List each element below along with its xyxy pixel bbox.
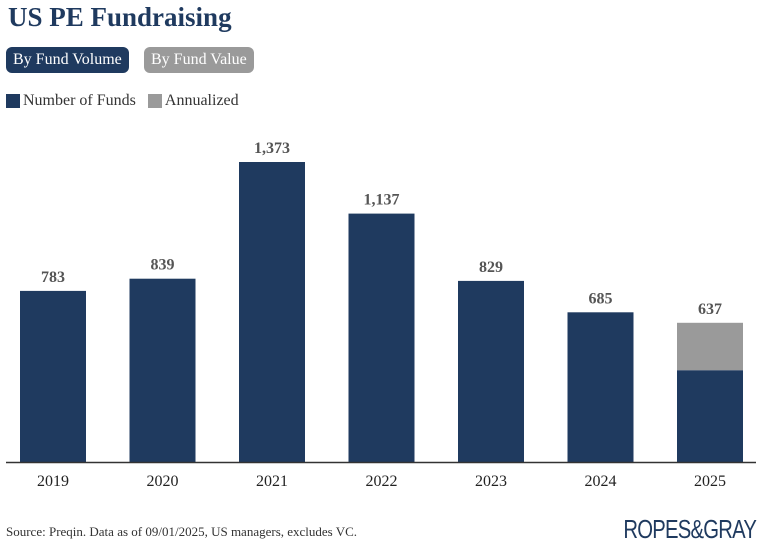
ropes-gray-logo: ROPES&GRAY <box>623 514 756 544</box>
legend-label-annualized: Annualized <box>164 92 239 109</box>
by-fund-value-button[interactable]: By Fund Value <box>144 47 254 73</box>
bar-annualized-2025 <box>677 322 743 371</box>
by-fund-volume-button[interactable]: By Fund Volume <box>6 47 129 73</box>
data-label-2024: 685 <box>589 290 613 307</box>
x-tick-label-2023: 2023 <box>475 473 507 490</box>
data-label-2023: 829 <box>479 259 503 276</box>
x-tick-label-2022: 2022 <box>366 473 398 490</box>
legend-item-funds: Number of Funds <box>6 92 136 110</box>
bar-funds-2020 <box>129 278 196 462</box>
x-tick-label-2019: 2019 <box>37 473 69 490</box>
chart-legend: Number of Funds Annualized <box>6 92 247 113</box>
data-label-2021: 1,373 <box>254 140 290 157</box>
data-label-2022: 1,137 <box>364 192 400 209</box>
bar-funds-2025 <box>677 370 743 462</box>
bar-funds-2021 <box>239 162 305 462</box>
bar-funds-2024 <box>567 312 634 462</box>
x-tick-label-2024: 2024 <box>585 473 617 490</box>
data-label-2020: 839 <box>151 257 175 274</box>
legend-label-funds: Number of Funds <box>23 92 136 109</box>
source-note: Source: Preqin. Data as of 09/01/2025, U… <box>6 524 358 539</box>
x-tick-label-2021: 2021 <box>256 473 288 490</box>
legend-swatch-funds <box>6 94 20 108</box>
legend-swatch-annualized <box>147 94 162 108</box>
data-label-2019: 783 <box>41 269 65 286</box>
data-label-2025: 637 <box>698 301 722 318</box>
page-title: US PE Fundraising <box>8 2 232 32</box>
bar-funds-2019 <box>20 290 86 462</box>
legend-item-annualized: Annualized <box>147 92 239 110</box>
bar-funds-2023 <box>458 280 524 462</box>
bar-funds-2022 <box>348 213 415 462</box>
x-tick-label-2025: 2025 <box>694 473 726 490</box>
x-tick-label-2020: 2020 <box>147 473 179 490</box>
